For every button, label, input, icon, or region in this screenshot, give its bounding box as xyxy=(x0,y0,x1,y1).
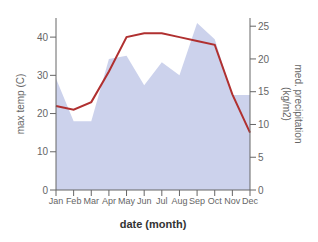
svg-text:Jun: Jun xyxy=(137,196,152,206)
svg-text:20: 20 xyxy=(37,108,49,119)
svg-text:(kg/m2): (kg/m2) xyxy=(281,87,292,121)
svg-text:Oct: Oct xyxy=(208,196,223,206)
svg-text:30: 30 xyxy=(37,70,49,81)
svg-text:0: 0 xyxy=(258,185,264,196)
svg-text:Jul: Jul xyxy=(156,196,168,206)
svg-text:Sep: Sep xyxy=(189,196,205,206)
svg-text:max temp (C): max temp (C) xyxy=(15,74,26,135)
svg-text:25: 25 xyxy=(258,21,270,32)
svg-text:0: 0 xyxy=(42,185,48,196)
svg-text:15: 15 xyxy=(258,86,270,97)
svg-text:Aug: Aug xyxy=(171,196,187,206)
svg-text:Nov: Nov xyxy=(224,196,241,206)
svg-text:Feb: Feb xyxy=(66,196,82,206)
svg-text:date (month): date (month) xyxy=(120,218,187,230)
svg-text:10: 10 xyxy=(37,146,49,157)
svg-text:May: May xyxy=(118,196,136,206)
svg-text:40: 40 xyxy=(37,32,49,43)
svg-text:10: 10 xyxy=(258,119,270,130)
svg-text:Jan: Jan xyxy=(49,196,64,206)
svg-text:Apr: Apr xyxy=(102,196,116,206)
svg-text:med. precipitation: med. precipitation xyxy=(293,65,304,144)
svg-text:5: 5 xyxy=(258,152,264,163)
svg-text:20: 20 xyxy=(258,54,270,65)
svg-text:Mar: Mar xyxy=(84,196,100,206)
svg-text:Dec: Dec xyxy=(242,196,259,206)
